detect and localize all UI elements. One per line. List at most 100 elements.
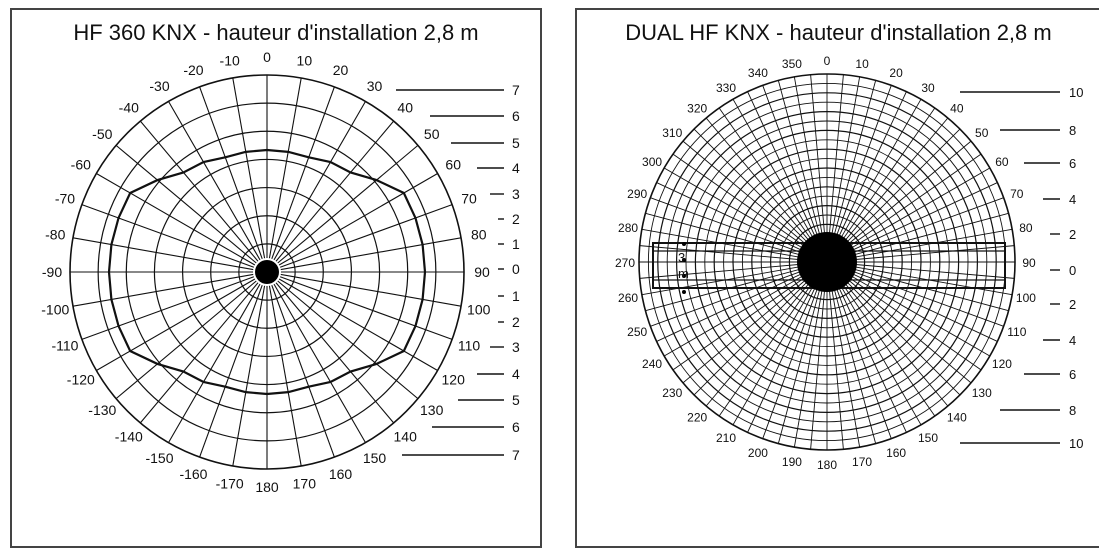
angle-label: 170 [852,455,872,469]
grid-spoke [838,278,936,417]
grid-spoke [718,278,816,417]
grid-spoke [705,117,815,247]
grid-spoke [846,263,1015,279]
grid-spoke [232,285,266,467]
grid-spoke [275,120,395,262]
scale-label: 3 [512,186,520,202]
grid-spoke [732,279,818,426]
angle-label: 140 [947,411,967,425]
scale-label: 1 [512,288,520,304]
grid-spoke [650,197,809,256]
grid-spoke [835,91,907,245]
grid-spoke [268,285,302,467]
grid-spoke [835,279,907,433]
grid-spoke [650,268,809,327]
grid-spoke [682,140,812,250]
grid-spoke [845,268,1004,327]
band-marker-dot [682,274,686,278]
angle-label: -130 [88,402,116,418]
angle-label: 50 [975,126,989,140]
grid-spoke [793,76,824,243]
right-diagram-panel: DUAL HF KNX - hauteur d'installation 2,8… [575,8,1099,548]
band-inner-label: m [678,266,689,281]
grid-spoke [139,282,259,424]
grid-spoke [271,284,335,458]
grid-spoke [844,271,991,357]
angle-label: 20 [333,62,349,78]
grid-spoke [682,274,812,384]
grid-spoke [277,144,419,264]
grid-spoke [839,117,949,247]
angle-label: 90 [1022,256,1036,270]
scale-label: 2 [512,314,520,330]
grid-spoke [833,280,892,439]
angle-label: -30 [149,78,169,94]
angle-label: 120 [442,372,466,388]
scale-label: 0 [1069,263,1076,278]
grid-spoke [656,270,810,342]
angle-label: 80 [1019,221,1033,235]
grid-spoke [115,144,257,264]
grid-spoke [268,77,302,259]
scale-label: 10 [1069,436,1083,451]
grid-spoke [279,204,453,268]
angle-label: 320 [687,101,707,115]
grid-spoke [271,86,335,260]
scale-label: 8 [1069,123,1076,138]
grid-spoke [693,128,814,249]
angle-label: 200 [748,446,768,460]
scale-label: 6 [1069,156,1076,171]
scale-label: 2 [1069,227,1076,242]
angle-label: 50 [424,126,440,142]
grid-spoke [639,263,808,279]
left-polar-grid [69,74,465,470]
grid-spoke [747,91,819,245]
detection-zone-outline [107,148,427,396]
grid-spoke [747,279,819,433]
scale-label: 4 [1069,333,1076,348]
scale-label: 4 [512,160,520,176]
angle-label: 70 [1010,187,1024,201]
grid-spoke [830,281,861,448]
grid-spoke [844,167,991,253]
grid-spoke [844,182,998,254]
band-inner-label: 3 [678,250,685,265]
angle-label: 40 [397,99,413,115]
grid-spoke [96,173,256,266]
scale-label: 6 [512,419,520,435]
angle-label: 280 [618,221,638,235]
grid-spoke [718,107,816,246]
scale-label: 10 [1069,85,1083,100]
angle-label: 120 [992,357,1012,371]
sensor-center-spot [797,232,857,292]
grid-spoke [278,278,438,371]
angle-label: 90 [474,264,490,280]
grid-spoke [81,204,255,268]
angle-label: 60 [995,155,1009,169]
grid-spoke [777,80,823,243]
grid-spoke [762,280,821,439]
sensor-center-spot [255,260,279,284]
grid-spoke [277,280,419,400]
grid-spoke [846,212,1009,258]
angle-label: 310 [662,126,682,140]
scale-label: 6 [1069,367,1076,382]
angle-label: 250 [627,325,647,339]
scale-label: 4 [512,366,520,382]
angle-label: 20 [889,66,903,80]
grid-spoke [810,281,826,450]
angle-label: 150 [918,431,938,445]
grid-spoke [845,197,1004,256]
angle-label: 60 [445,157,461,173]
grid-spoke [777,281,823,444]
angle-label: -120 [67,372,95,388]
grid-spoke [838,107,936,246]
scale-label: 5 [512,392,520,408]
grid-spoke [672,153,811,251]
band-marker-dot [682,258,686,262]
grid-spoke [115,280,257,400]
angle-label: 0 [263,49,271,65]
grid-spoke [656,182,810,254]
scale-label: 6 [512,108,520,124]
grid-spoke [836,98,922,245]
